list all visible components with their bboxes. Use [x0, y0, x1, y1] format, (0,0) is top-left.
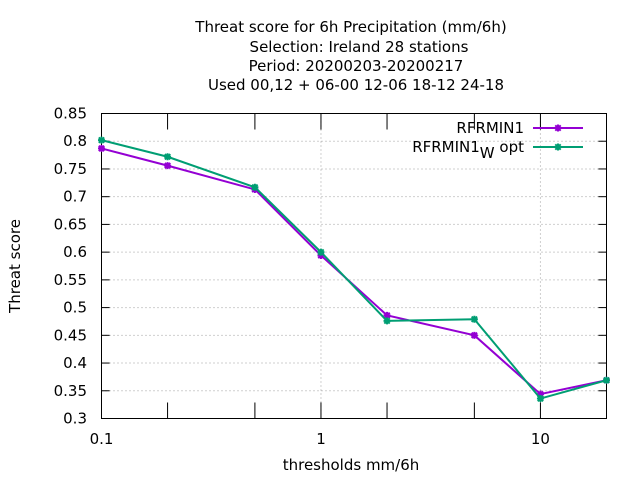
- y-tick-label: 0.7: [63, 188, 87, 206]
- legend-label: RFRMIN1W opt: [412, 138, 524, 162]
- grid: [101, 113, 607, 419]
- title-line-2: Selection: Ireland 28 stations: [250, 38, 469, 56]
- y-tick-label: 0.85: [54, 105, 87, 123]
- y-tick-label: 0.45: [54, 326, 87, 344]
- y-tick-label: 0.65: [54, 215, 87, 233]
- legend-item-2: RFRMIN1W opt: [412, 138, 583, 162]
- y-tick-label: 0.3: [63, 410, 87, 428]
- y-tick-label: 0.6: [63, 243, 87, 261]
- data-point: [164, 153, 172, 161]
- series-line: [101, 139, 607, 400]
- legend-marker: [554, 124, 562, 132]
- data-point: [536, 395, 544, 403]
- legend-label: RFRMIN1: [456, 119, 524, 137]
- chart-title: Threat score for 6h Precipitation (mm/6h…: [194, 18, 506, 94]
- x-tick-label: 10: [531, 430, 550, 448]
- x-axis-tick-labels: 0.1 1 10: [90, 430, 550, 448]
- data-point: [317, 248, 325, 256]
- data-series: [98, 136, 610, 403]
- legend-marker: [554, 143, 562, 151]
- y-axis-tick-labels: 0.3 0.35 0.4 0.45 0.5 0.55 0.6 0.65 0.7 0.75 0.8 0.…: [54, 105, 87, 428]
- title-line-1: Threat score for 6h Precipitation (mm/6h…: [194, 18, 506, 36]
- series-1: [98, 144, 610, 398]
- data-point: [470, 315, 478, 323]
- y-tick-label: 0.35: [54, 382, 87, 400]
- y-tick-label: 0.5: [63, 299, 87, 317]
- data-point: [251, 183, 259, 191]
- y-tick-label: 0.75: [54, 160, 87, 178]
- series-2: [98, 136, 610, 403]
- data-point: [98, 144, 105, 152]
- data-point: [164, 162, 172, 170]
- data-point: [536, 390, 544, 398]
- data-point: [98, 136, 105, 144]
- series-line: [101, 147, 607, 396]
- title-line-3: Period: 20200203-20200217: [249, 57, 464, 75]
- y-tick-label: 0.4: [63, 354, 87, 372]
- y-tick-label: 0.55: [54, 271, 87, 289]
- data-point: [383, 311, 391, 319]
- data-point: [470, 331, 478, 339]
- plot-frame: [101, 113, 607, 419]
- legend-item-1: RFRMIN1: [456, 119, 583, 137]
- y-tick-label: 0.8: [63, 132, 87, 150]
- data-point: [383, 317, 391, 325]
- x-axis-label: thresholds mm/6h: [283, 456, 420, 474]
- data-point: [603, 376, 610, 384]
- x-tick-label: 0.1: [90, 430, 114, 448]
- x-tick-label: 1: [316, 430, 326, 448]
- title-line-4: Used 00,12 + 06-00 12-06 18-12 24-18: [208, 76, 504, 94]
- y-axis-label: Threat score: [6, 219, 24, 314]
